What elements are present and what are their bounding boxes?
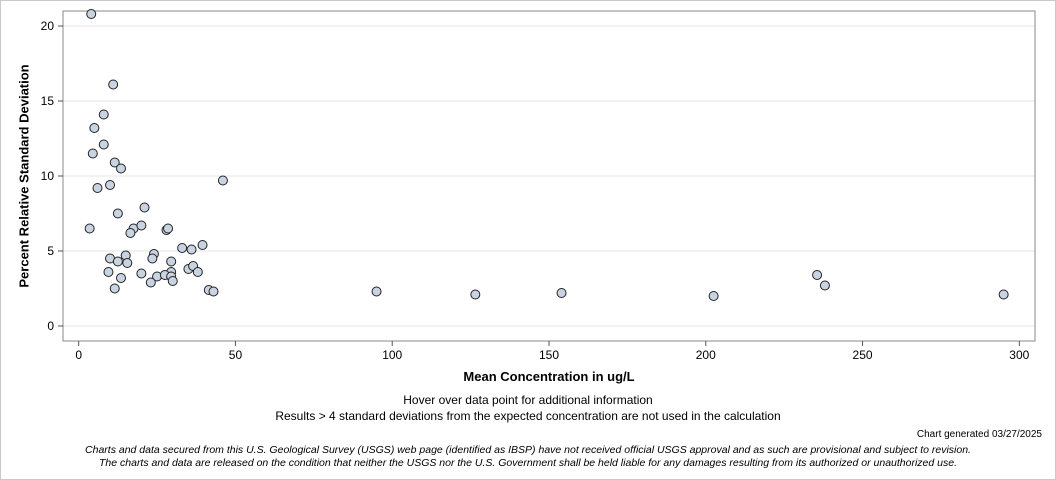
- disclaimer-line-2: The charts and data are released on the …: [99, 457, 957, 469]
- x-tick-label: 300: [1009, 348, 1029, 362]
- data-point[interactable]: [116, 163, 127, 174]
- disclaimer-line-1: Charts and data secured from this U.S. G…: [85, 444, 971, 456]
- data-point[interactable]: [109, 283, 120, 294]
- x-tick-label: 150: [539, 348, 559, 362]
- data-point[interactable]: [556, 288, 567, 298]
- data-point[interactable]: [217, 175, 228, 186]
- x-tick-label: 100: [382, 348, 402, 362]
- data-point[interactable]: [84, 223, 95, 234]
- data-point[interactable]: [112, 256, 123, 267]
- data-point[interactable]: [371, 286, 382, 297]
- grid-lines: [63, 25, 1035, 327]
- data-point[interactable]: [89, 123, 100, 133]
- data-point[interactable]: [166, 256, 177, 267]
- data-point[interactable]: [197, 240, 208, 250]
- data-point[interactable]: [122, 258, 133, 268]
- data-point[interactable]: [109, 157, 120, 168]
- y-axis-title: Percent Relative Standard Deviation: [17, 64, 32, 287]
- data-point[interactable]: [136, 268, 147, 279]
- data-point[interactable]: [108, 79, 119, 90]
- y-tick-label: 15: [41, 94, 55, 108]
- data-point[interactable]: [145, 277, 156, 288]
- y-tick-label: 5: [47, 244, 54, 258]
- data-point[interactable]: [177, 243, 188, 253]
- data-point[interactable]: [470, 289, 481, 300]
- y-tick-label: 0: [47, 319, 54, 333]
- data-point[interactable]: [103, 267, 114, 277]
- data-point[interactable]: [105, 180, 116, 190]
- data-point[interactable]: [167, 276, 178, 286]
- data-point[interactable]: [998, 289, 1009, 300]
- y-tick-label: 20: [41, 19, 55, 33]
- data-point[interactable]: [139, 202, 150, 213]
- data-point[interactable]: [92, 183, 103, 193]
- data-point[interactable]: [98, 109, 109, 120]
- data-point[interactable]: [116, 273, 127, 283]
- data-point[interactable]: [819, 280, 830, 291]
- data-point[interactable]: [708, 291, 719, 301]
- x-tick-label: 200: [696, 348, 716, 362]
- data-point[interactable]: [208, 286, 219, 297]
- hover-note: Hover over data point for additional inf…: [403, 393, 653, 407]
- data-point[interactable]: [87, 148, 98, 159]
- data-point[interactable]: [125, 228, 136, 238]
- x-axis-title: Mean Concentration in ug/L: [463, 369, 634, 384]
- data-point[interactable]: [136, 220, 147, 231]
- chart-generated-date: Chart generated 03/27/2025: [916, 429, 1042, 440]
- data-point[interactable]: [98, 139, 109, 150]
- data-points[interactable]: [84, 9, 1009, 301]
- y-tick-label: 10: [41, 169, 55, 183]
- data-point[interactable]: [86, 9, 97, 19]
- x-tick-label: 250: [853, 348, 873, 362]
- data-point[interactable]: [192, 267, 203, 277]
- x-tick-label: 50: [229, 348, 243, 362]
- results-note: Results > 4 standard deviations from the…: [275, 409, 781, 423]
- data-point[interactable]: [186, 244, 197, 255]
- data-point[interactable]: [147, 253, 158, 264]
- x-tick-label: 0: [75, 348, 82, 362]
- data-point[interactable]: [812, 270, 823, 280]
- data-point[interactable]: [112, 208, 123, 219]
- data-point[interactable]: [163, 223, 174, 234]
